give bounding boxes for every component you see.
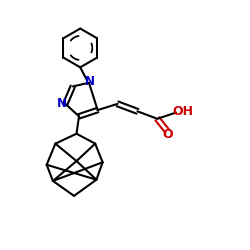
Text: N: N <box>57 97 67 110</box>
Text: O: O <box>162 128 173 141</box>
Text: N: N <box>85 75 95 88</box>
Text: OH: OH <box>172 105 194 118</box>
